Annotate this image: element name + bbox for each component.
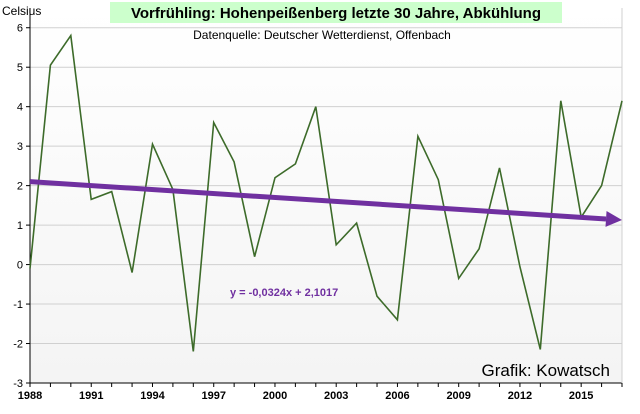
trendline-equation: y = -0,0324x + 2,1017: [230, 287, 338, 299]
y-tick-label: 3: [17, 141, 23, 153]
chart-title: Vorfrühling: Hohenpeißenberg letzte 30 J…: [131, 5, 541, 22]
x-tick-label: 2000: [263, 390, 287, 402]
title-background: [110, 2, 562, 23]
x-tick-label: 2012: [508, 390, 532, 402]
x-tick-label: 2003: [324, 390, 348, 402]
x-tick-label: 1997: [201, 390, 225, 402]
trendline-group: [29, 179, 622, 227]
y-tick-label: -3: [13, 378, 23, 390]
y-tick-label: 2: [17, 181, 23, 193]
y-axis-label: Celsius: [2, 4, 41, 18]
trendline: [29, 179, 607, 222]
y-tick-labels: -3 -2 -1 0 1 2 3 4 5 6: [13, 23, 23, 390]
x-tick-label: 2009: [446, 390, 470, 402]
y-tick-label: -2: [13, 339, 23, 351]
credit-label: Grafik: Kowatsch: [482, 361, 611, 380]
x-tick-label: 1991: [79, 390, 103, 402]
x-tick-labels: 1988 1991 1994 1997 2000 2003 2006 2009 2012 2015: [18, 390, 594, 402]
x-tick-label: 2006: [385, 390, 409, 402]
axes: [26, 8, 623, 387]
x-tick-label: 2015: [569, 390, 593, 402]
y-tick-label: 6: [17, 23, 23, 35]
y-tick-label: 4: [17, 102, 23, 114]
trendline-arrowhead: [605, 210, 622, 227]
x-tick-label: 1988: [18, 390, 42, 402]
x-tick-label: 1994: [140, 390, 165, 402]
y-tick-label: -1: [13, 299, 23, 311]
plot-background: [30, 8, 622, 383]
series-line: [29, 33, 623, 352]
y-tick-label: 0: [17, 260, 23, 272]
chart-subtitle: Datenquelle: Deutscher Wetterdienst, Off…: [193, 28, 451, 42]
series: [29, 33, 623, 352]
y-tick-label: 5: [17, 62, 23, 74]
y-tick-label: 1: [17, 220, 23, 232]
